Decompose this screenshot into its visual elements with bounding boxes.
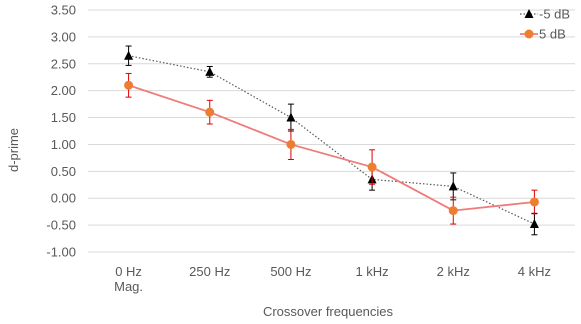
x-tick-label: 2 kHz (437, 264, 470, 279)
x-tick-label: 4 kHz (518, 264, 551, 279)
data-point (529, 197, 539, 207)
data-point (367, 162, 377, 172)
y-axis-tick-labels: 3.50 3.00 2.50 2.00 1.50 1.00 0.50 0.00 -0.50 -1.… (46, 3, 76, 260)
data-point (448, 181, 458, 191)
legend-item: 5 dB (520, 27, 566, 42)
x-tick-label: Mag. (114, 279, 143, 294)
legend-item: -5 dB (520, 7, 570, 22)
series-line (128, 55, 535, 225)
legend: -5 dB 5 dB (520, 7, 570, 42)
y-tick-label: 2.00 (51, 83, 76, 98)
x-tick-label: 500 Hz (270, 264, 311, 279)
y-tick-label: 1.00 (51, 137, 76, 152)
legend-marker (524, 29, 534, 39)
data-point (529, 219, 539, 229)
y-tick-label: -1.00 (46, 245, 76, 260)
y-tick-label: 3.00 (51, 29, 76, 44)
y-tick-label: 0.50 (51, 164, 76, 179)
x-axis-title: Crossover frequencies (263, 304, 394, 319)
data-point (124, 80, 134, 90)
y-axis-title: d-prime (6, 128, 21, 172)
data-point (205, 66, 215, 76)
series-line (128, 84, 535, 212)
legend-label: -5 dB (539, 7, 570, 22)
x-tick-label: 1 kHz (355, 264, 388, 279)
x-tick-label: 0 Hz (115, 264, 142, 279)
y-tick-label: 3.50 (51, 3, 76, 18)
data-point (205, 107, 215, 117)
y-tick-label: 1.50 (51, 110, 76, 125)
y-tick-label: 2.50 (51, 56, 76, 71)
data-point (286, 112, 296, 122)
series-1 (124, 72, 539, 225)
y-tick-label: -0.50 (46, 218, 76, 233)
data-point (448, 206, 458, 216)
x-tick-label: 250 Hz (189, 264, 230, 279)
legend-marker (524, 9, 534, 18)
series (124, 45, 539, 236)
grid (88, 9, 575, 253)
legend-label: 5 dB (539, 27, 566, 42)
data-point (124, 50, 134, 60)
data-point (286, 139, 296, 149)
y-tick-label: 0.00 (51, 191, 76, 206)
series-0 (124, 45, 539, 236)
